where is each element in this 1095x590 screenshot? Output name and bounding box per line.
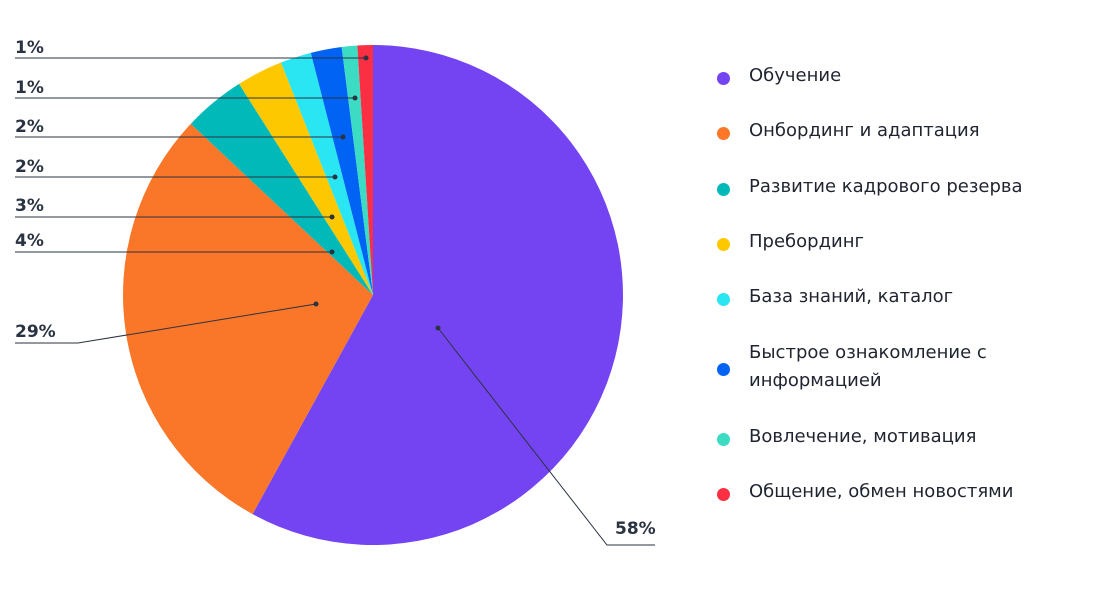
leader-line-0 (437, 327, 655, 546)
leader-dot-1 (313, 301, 319, 307)
pie-slice-1 (122, 123, 373, 515)
data-label-3: 3% (15, 196, 44, 216)
legend-label: Обучение (749, 65, 842, 86)
data-label-5: 2% (15, 117, 44, 137)
legend-swatch (717, 363, 730, 376)
data-label-2: 4% (15, 231, 44, 251)
legend-swatch (717, 293, 730, 306)
data-label-0: 58% (615, 519, 656, 539)
legend-swatch (717, 183, 730, 196)
pie-slice-3 (239, 62, 373, 295)
pie-slice-7 (357, 45, 373, 295)
legend-item: Онбординг и адаптация (715, 120, 1079, 145)
leader-dot-6 (352, 95, 358, 101)
leader-line-1 (15, 303, 317, 344)
data-label-7: 1% (15, 38, 44, 58)
data-label-6: 1% (15, 78, 44, 98)
data-label-1: 29% (15, 322, 56, 342)
leader-dot-0 (435, 325, 441, 331)
pie-slice-4 (280, 52, 373, 295)
pie-slice-5 (310, 46, 373, 295)
legend-label: Вовлечение, мотивация (749, 426, 977, 447)
legend-item: Развитие кадрового резерва (715, 176, 1079, 201)
legend-item: Обучение (715, 65, 1079, 90)
leader-dot-7 (363, 55, 369, 61)
leader-dot-5 (340, 134, 346, 140)
legend-item: Пребординг (715, 231, 1079, 256)
legend-label: Онбординг и адаптация (749, 120, 980, 141)
legend-swatch (717, 433, 730, 446)
leader-dot-3 (329, 214, 335, 220)
legend-item: Быстрое ознакомление с информацией (715, 342, 1049, 395)
legend-swatch (717, 127, 730, 140)
legend-label: Развитие кадрового резерва (749, 176, 1023, 197)
legend-item: База знаний, каталог (715, 286, 1079, 311)
data-label-4: 2% (15, 157, 44, 177)
legend-item: Общение, обмен новостями (715, 481, 1079, 506)
legend-label: База знаний, каталог (749, 286, 954, 307)
leader-dot-4 (332, 174, 338, 180)
pie-slice-6 (341, 45, 373, 295)
legend-swatch (717, 72, 730, 85)
pie-slice-0 (252, 45, 623, 545)
legend-label: Пребординг (749, 231, 864, 252)
legend-swatch (717, 488, 730, 501)
legend-item: Вовлечение, мотивация (715, 426, 1079, 451)
legend-label: Быстрое ознакомление с информацией (749, 342, 987, 391)
legend-swatch (717, 238, 730, 251)
leader-dot-2 (329, 249, 335, 255)
legend-label: Общение, обмен новостями (749, 481, 1014, 502)
